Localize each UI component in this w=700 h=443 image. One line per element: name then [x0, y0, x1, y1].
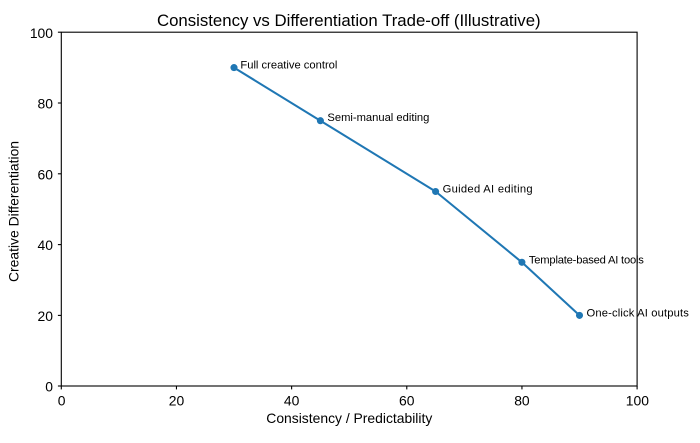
svg-text:80: 80 [514, 392, 530, 408]
svg-text:20: 20 [169, 392, 185, 408]
svg-text:Template-based AI tools: Template-based AI tools [529, 254, 644, 266]
svg-text:One-click AI outputs: One-click AI outputs [587, 307, 690, 319]
svg-text:60: 60 [399, 392, 415, 408]
svg-text:Full creative control: Full creative control [240, 60, 337, 72]
svg-text:100: 100 [626, 392, 649, 408]
svg-text:0: 0 [58, 392, 66, 408]
svg-text:Semi-manual editing: Semi-manual editing [327, 112, 429, 124]
svg-text:0: 0 [45, 379, 53, 395]
svg-text:Consistency / Predictability: Consistency / Predictability [266, 410, 432, 426]
svg-text:60: 60 [38, 166, 54, 182]
svg-text:40: 40 [284, 392, 300, 408]
svg-text:Consistency vs Differentiation: Consistency vs Differentiation Trade-off… [157, 11, 541, 30]
svg-text:Creative Differentiation: Creative Differentiation [6, 141, 22, 282]
svg-text:80: 80 [38, 96, 54, 112]
svg-text:100: 100 [30, 25, 53, 41]
svg-text:20: 20 [38, 308, 54, 324]
svg-text:40: 40 [38, 237, 54, 253]
svg-text:Guided AI editing: Guided AI editing [443, 184, 533, 196]
